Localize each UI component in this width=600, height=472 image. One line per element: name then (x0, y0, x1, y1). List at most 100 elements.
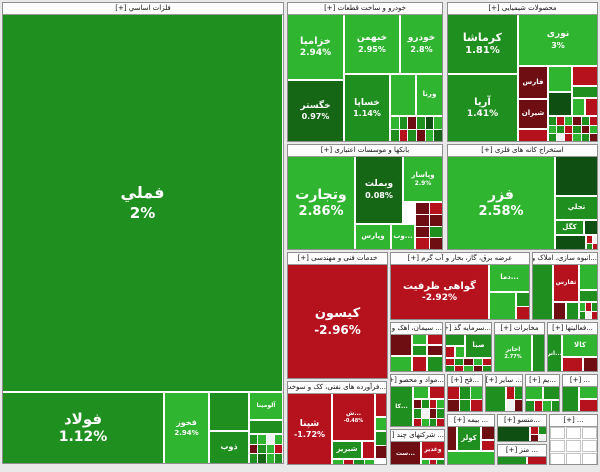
micro-tile[interactable] (455, 359, 464, 365)
micro-tile[interactable] (429, 418, 437, 426)
tile-فخوز[interactable]: فخوز 2.94% (165, 393, 208, 463)
sector-header-basic-metals[interactable]: فلزات اساسي [+] (3, 3, 283, 15)
micro-tile[interactable] (437, 418, 444, 426)
tile-وپاسار[interactable]: وپاسار 2.9% (404, 157, 442, 201)
micro-tile[interactable] (586, 312, 591, 319)
micro-tile[interactable] (473, 366, 482, 371)
micro-tile[interactable] (354, 460, 364, 464)
tile-خساپا[interactable]: خساپا 1.14% (345, 75, 389, 141)
sector-header-other[interactable]: ... سایر [+] (486, 375, 522, 387)
micro-tile[interactable] (581, 134, 589, 141)
micro-tile[interactable] (573, 125, 581, 134)
tile[interactable] (363, 442, 374, 458)
tile-فزر[interactable]: فزر 2.58% (448, 157, 554, 249)
micro-tile[interactable] (589, 134, 597, 141)
tile[interactable] (414, 387, 428, 398)
tile[interactable] (482, 427, 494, 439)
micro-tile[interactable] (266, 435, 274, 444)
tile[interactable] (533, 265, 552, 319)
tile-...ش[interactable]: ...ش -0.48% (333, 394, 374, 440)
tile[interactable] (584, 358, 597, 371)
sector-header-insurance[interactable]: ... بیمه [+] (448, 415, 494, 427)
sector-header-chemicals[interactable]: محصولات شیمیایی [+] (448, 3, 597, 15)
sector-header-investment[interactable]: ...سرمایه گذ [+] (446, 323, 491, 335)
tile[interactable] (376, 418, 386, 430)
micro-tile[interactable] (416, 130, 425, 141)
micro-tile[interactable] (471, 387, 482, 399)
tile-خزامیا[interactable]: خزامیا 2.94% (288, 15, 343, 79)
micro-tile[interactable] (429, 400, 437, 409)
micro-tile[interactable] (414, 418, 421, 426)
tile-ثفارس[interactable]: ثفارس (554, 265, 578, 301)
tile-گواهی ظرفیت[interactable]: گواهی ظرفیت -2.92% (391, 265, 488, 319)
micro-tile[interactable] (565, 117, 573, 125)
micro-tile[interactable] (531, 435, 538, 441)
tile[interactable] (413, 335, 426, 344)
micro-tile[interactable] (448, 387, 459, 399)
micro-tile[interactable] (414, 400, 421, 409)
micro-tile[interactable] (539, 435, 546, 441)
micro-tile[interactable] (414, 409, 421, 418)
micro-tile[interactable] (592, 303, 597, 311)
tile[interactable] (456, 347, 464, 357)
micro-tile[interactable] (517, 307, 529, 319)
tile[interactable] (428, 357, 442, 371)
tile[interactable] (391, 75, 415, 115)
micro-tile[interactable] (581, 125, 589, 134)
tile[interactable] (376, 394, 386, 416)
sector-header-misc-b[interactable]: ...یم [+] (526, 375, 559, 387)
tile[interactable] (573, 87, 597, 97)
tile[interactable] (580, 400, 597, 411)
tile[interactable] (556, 157, 597, 195)
micro-tile[interactable] (343, 460, 353, 464)
micro-tile[interactable] (526, 401, 534, 411)
tile[interactable] (250, 421, 282, 433)
micro-tile[interactable] (549, 117, 557, 125)
micro-tile[interactable] (459, 400, 471, 411)
micro-tile[interactable] (376, 445, 386, 458)
micro-tile[interactable] (515, 400, 522, 411)
micro-tile[interactable] (376, 432, 386, 445)
tile-وبملت[interactable]: وبملت 0.08% (356, 157, 402, 223)
tile-...کا[interactable]: ...کا (391, 387, 412, 426)
micro-tile[interactable] (250, 454, 258, 463)
micro-tile[interactable] (399, 117, 408, 129)
tile-کگل[interactable]: کگل (556, 221, 583, 234)
tile[interactable] (580, 291, 597, 301)
micro-tile[interactable] (416, 203, 429, 214)
micro-tile[interactable] (586, 303, 591, 311)
tile[interactable] (413, 346, 426, 355)
micro-tile[interactable] (429, 460, 437, 464)
micro-tile[interactable] (425, 130, 434, 141)
micro-tile[interactable] (422, 460, 429, 464)
micro-tile[interactable] (434, 130, 442, 141)
tile-آریا[interactable]: آریا 1.41% (448, 75, 517, 141)
micro-tile[interactable] (446, 359, 455, 365)
micro-tile[interactable] (364, 460, 374, 464)
tile[interactable] (486, 387, 505, 411)
sector-header-misc-c[interactable]: ... [+] (563, 375, 597, 387)
tile[interactable] (573, 99, 584, 115)
tile-تجلي[interactable]: تجلي (556, 197, 597, 219)
micro-tile[interactable] (531, 427, 538, 434)
tile-آلومینا[interactable]: آلومینا (250, 393, 282, 419)
micro-tile[interactable] (517, 293, 529, 306)
tile-خبهمن[interactable]: خبهمن 2.95% (345, 15, 399, 73)
micro-tile[interactable] (416, 238, 429, 249)
tile-شیران[interactable]: شیران (519, 100, 547, 128)
micro-tile[interactable] (421, 409, 429, 418)
sector-header-real-estate[interactable]: ...انبوه سازی، املاک و م [+] (533, 253, 597, 265)
micro-tile[interactable] (425, 117, 434, 129)
micro-tile[interactable] (565, 125, 573, 134)
micro-tile[interactable] (421, 418, 429, 426)
micro-tile[interactable] (429, 238, 442, 249)
tile[interactable] (498, 457, 526, 464)
tile[interactable] (413, 357, 426, 371)
micro-tile[interactable] (455, 366, 464, 371)
tile-نوری[interactable]: نوری 3% (519, 15, 597, 65)
micro-tile[interactable] (557, 125, 565, 134)
tile-کولر[interactable]: کولر (458, 427, 480, 450)
tile-کالا[interactable]: کالا (563, 335, 597, 356)
micro-tile[interactable] (592, 312, 597, 319)
micro-tile[interactable] (581, 117, 589, 125)
